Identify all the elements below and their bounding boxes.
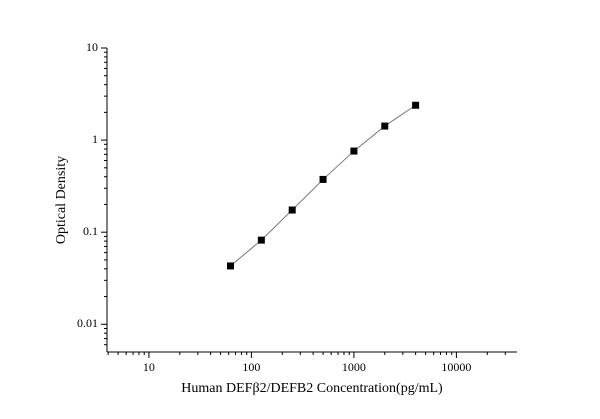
x-tick-label: 100 bbox=[242, 360, 260, 374]
x-tick-label: 1000 bbox=[342, 360, 366, 374]
data-point bbox=[257, 236, 265, 244]
data-point bbox=[288, 206, 296, 214]
data-point bbox=[226, 262, 234, 270]
data-point bbox=[319, 175, 327, 183]
data-point bbox=[381, 122, 389, 130]
y-tick-label: 10 bbox=[86, 40, 98, 54]
y-tick-label: 0.1 bbox=[83, 224, 98, 238]
x-tick-label: 10 bbox=[143, 360, 155, 374]
data-point bbox=[412, 101, 420, 109]
x-tick-label: 10000 bbox=[441, 360, 471, 374]
y-axis-label: Optical Density bbox=[54, 156, 69, 244]
x-axis-label: Human DEFβ2/DEFB2 Concentration(pg/mL) bbox=[181, 381, 443, 396]
y-tick-label: 0.01 bbox=[77, 316, 98, 330]
y-tick-label: 1 bbox=[92, 132, 98, 146]
data-point bbox=[350, 147, 358, 155]
